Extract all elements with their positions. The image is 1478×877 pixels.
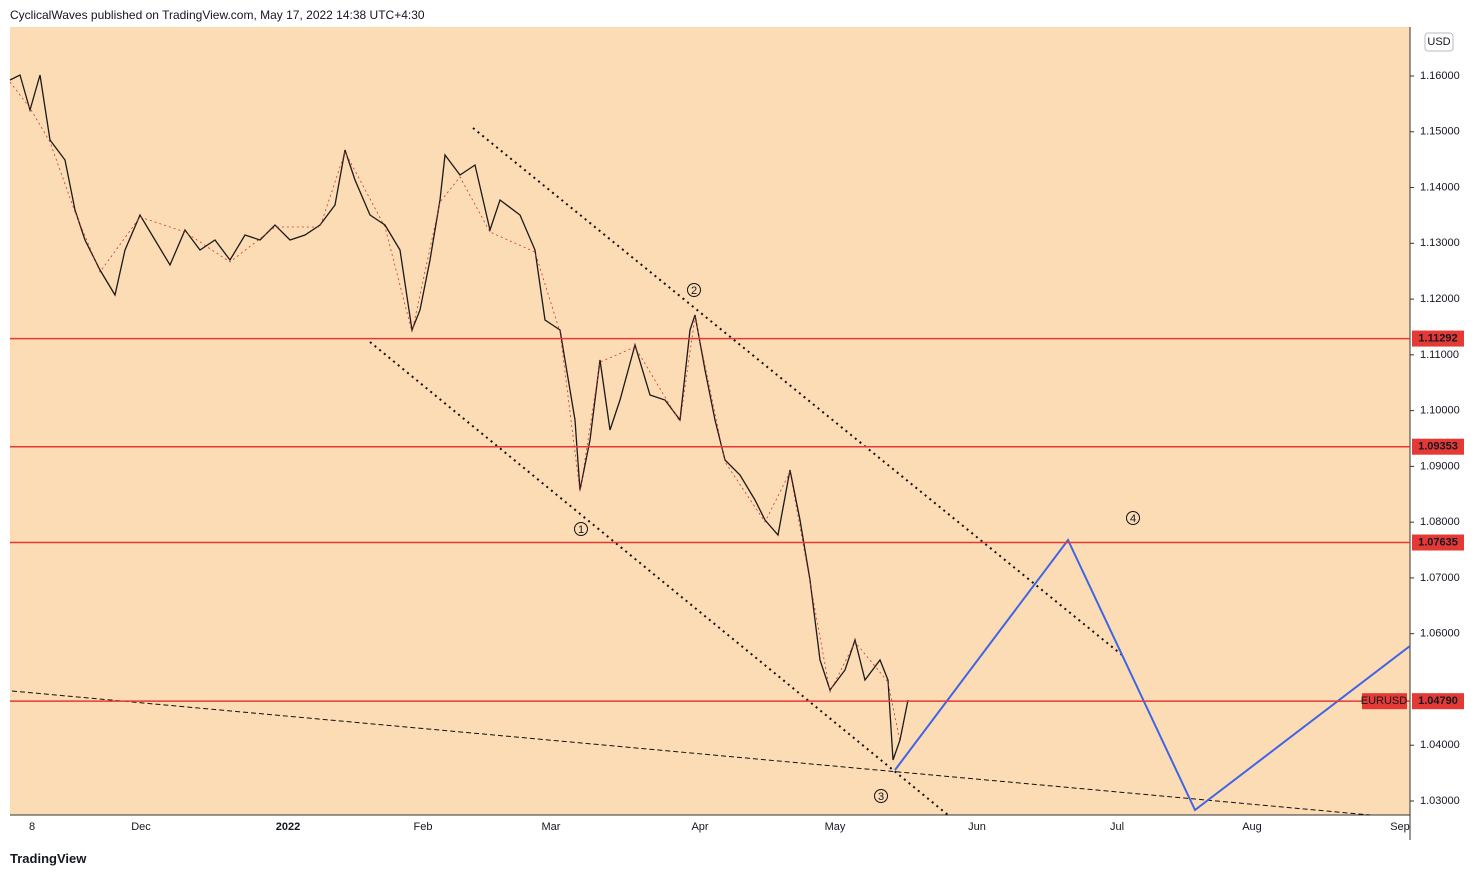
- level-tag: [1412, 438, 1464, 455]
- level-label: 1.04790: [1418, 695, 1458, 707]
- time-label: Mar: [542, 821, 561, 833]
- price-path-red: [9, 81, 901, 743]
- time-label: Sep: [1390, 821, 1410, 833]
- level-tag: [1412, 330, 1464, 347]
- price-tick-label: 1.15000: [1420, 126, 1460, 138]
- price-tick-label: 1.06000: [1420, 628, 1460, 640]
- time-label: 2022: [276, 821, 300, 833]
- symbol-label: EURUSD: [1361, 695, 1408, 707]
- time-label: May: [825, 821, 846, 833]
- price-tick-label: 1.12000: [1420, 293, 1460, 305]
- projection-path: [894, 538, 1411, 812]
- price-tick-label: 1.04000: [1420, 739, 1460, 751]
- level-label: 1.11292: [1418, 332, 1457, 344]
- price-tick-label: 1.16000: [1420, 70, 1460, 82]
- plot-background: [10, 27, 1410, 815]
- wave-circle: [687, 283, 701, 297]
- time-label: Dec: [131, 821, 151, 833]
- currency: USD: [1427, 36, 1450, 48]
- publish-info: CyclicalWaves published on TradingView.c…: [10, 8, 425, 22]
- price-tick-label: 1.08000: [1420, 516, 1460, 528]
- time-label: Aug: [1242, 821, 1262, 833]
- symbol-tag: [1362, 693, 1407, 710]
- currency-box[interactable]: [1424, 32, 1454, 52]
- price-tick-label: 1.14000: [1420, 181, 1460, 193]
- wave-circle: [574, 522, 588, 536]
- wave-label: 3: [878, 791, 884, 803]
- price-tick-label: 1.10000: [1420, 405, 1460, 417]
- price-path: [9, 74, 909, 761]
- wave-label: 4: [1130, 513, 1136, 525]
- wave-circle: [874, 789, 888, 803]
- time-label: 8: [29, 821, 35, 833]
- price-tick-label: 1.13000: [1420, 237, 1460, 249]
- trendline: [11, 690, 1371, 816]
- wave-label: 1: [578, 524, 584, 536]
- wave-circle: [1126, 511, 1140, 525]
- price-tick-label: 1.11000: [1420, 349, 1459, 361]
- price-tick-label: 1.09000: [1420, 460, 1460, 472]
- channel-upper: [472, 127, 1123, 656]
- time-label: Jul: [1110, 821, 1124, 833]
- time-label: Jun: [968, 821, 986, 833]
- price-tick-label: 1.07000: [1420, 572, 1460, 584]
- level-tag: [1412, 693, 1464, 710]
- level-label: 1.09353: [1418, 441, 1458, 453]
- wave-label: 2: [691, 285, 697, 297]
- channel-lower: [369, 341, 949, 816]
- brand: TradingView: [10, 851, 87, 866]
- time-label: Feb: [414, 821, 433, 833]
- level-label: 1.07635: [1418, 536, 1458, 548]
- time-label: Apr: [691, 821, 708, 833]
- price-tick-label: 1.03000: [1420, 795, 1460, 807]
- level-tag: [1412, 534, 1464, 551]
